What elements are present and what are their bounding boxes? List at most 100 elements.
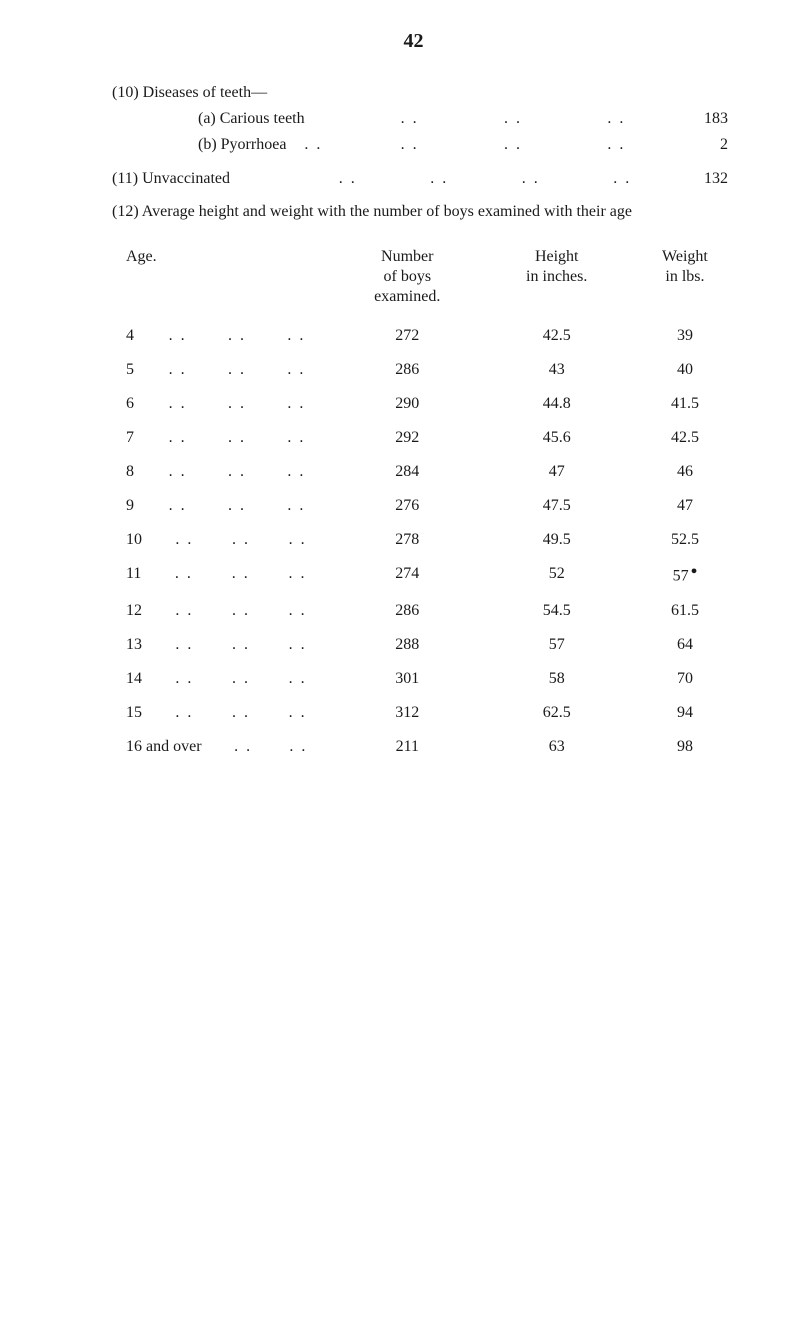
item-10b-label-text: (b) Pyorrhoea [198, 136, 286, 153]
leader-dots: . .. .. . [148, 497, 326, 515]
leader-dot-group: . . [169, 463, 187, 481]
leader-dot-group: . . [287, 395, 305, 413]
leader-dot-group: . . [228, 361, 246, 379]
item-10a-value: 183 [668, 107, 728, 131]
cell-height: 57 [485, 630, 629, 664]
cell-weight: 61.5 [629, 596, 741, 630]
cell-age-label: 6 [126, 395, 134, 413]
cell-age: 12 . . . . . . [86, 596, 330, 630]
leader-dot-group: . . [401, 107, 419, 131]
cell-number: 276 [330, 491, 485, 525]
leader-dots: . .. .. . [156, 670, 326, 688]
leader-dot-group: . . [234, 738, 252, 756]
leader-dot-group: . . [169, 361, 187, 379]
page-number: 42 [86, 30, 741, 53]
table-row: 16 and over. .. .2116398 [86, 732, 741, 766]
leader-dots: . .. . [216, 738, 326, 756]
cell-age-label: 5 [126, 361, 134, 379]
cell-age-label: 4 [126, 327, 134, 345]
item-11-label: (11) Unvaccinated [112, 167, 302, 191]
cell-height: 44.8 [485, 389, 629, 423]
cell-age-label: 13 [126, 636, 142, 654]
col-header-weight: Weightin lbs. [629, 241, 741, 321]
cell-number: 301 [330, 664, 485, 698]
leader-dot-group: . . [175, 602, 193, 620]
cell-weight: 42.5 [629, 423, 741, 457]
leader-dot-group: . . [232, 636, 250, 654]
cell-weight: 70 [629, 664, 741, 698]
cell-age-label: 9 [126, 497, 134, 515]
cell-weight: 94 [629, 698, 741, 732]
cell-weight: 64 [629, 630, 741, 664]
cell-weight-value: 42.5 [671, 429, 699, 446]
cell-age-label: 12 [126, 602, 142, 620]
item-10b-label: (b) Pyorrhoea . . [198, 133, 358, 157]
leader-dot-group: . . [287, 429, 305, 447]
table-row: 10. .. .. .27849.552.5 [86, 525, 741, 559]
leader-dot-group: . . [289, 531, 307, 549]
cell-weight: 57● [629, 559, 741, 595]
leader-dots: . . . . . . [156, 602, 326, 620]
leader-dot-group: . . [228, 327, 246, 345]
cell-age-label: 11 [126, 565, 141, 583]
cell-weight-value: 46 [677, 463, 693, 480]
table-row: 5. .. .. .2864340 [86, 355, 741, 389]
cell-number: 292 [330, 423, 485, 457]
col-header-number: Numberof boysexamined. [330, 241, 485, 321]
leader-dot-group: . . [232, 602, 250, 620]
item-11-block: (11) Unvaccinated . .. .. .. . 132 [86, 167, 741, 191]
leader-dot-group: . . [504, 107, 522, 131]
cell-weight: 39 [629, 321, 741, 355]
leader-dot-group: . . [169, 497, 187, 515]
table-header-row: Age. Numberof boysexamined. Heightin inc… [86, 241, 741, 321]
table-row: 12 . . . . . . 28654.561.5 [86, 596, 741, 630]
cell-number: 286 [330, 596, 485, 630]
item-11-row: (11) Unvaccinated . .. .. .. . 132 [86, 167, 741, 191]
leader-dot-group: . . [289, 602, 307, 620]
cell-age: 14 . .. .. . [86, 664, 330, 698]
table-row: 11. .. .. .2745257● [86, 559, 741, 595]
cell-height: 49.5 [485, 525, 629, 559]
leader-dots: . .. .. . [156, 704, 326, 722]
cell-age: 15. .. .. . [86, 698, 330, 732]
cell-weight-value: 39 [677, 327, 693, 344]
leader-dot-group: . . [228, 395, 246, 413]
leader-dots: . .. .. . [148, 429, 326, 447]
cell-age-label: 10 [126, 531, 142, 549]
cell-age-label: 16 and over [126, 738, 202, 756]
cell-age: 7. .. .. . [86, 423, 330, 457]
leader-dot-group: . . [228, 497, 246, 515]
leader-dot-group: . . [289, 636, 307, 654]
leader-dot-group: . . [504, 133, 522, 157]
leader-dots: . .. .. . [148, 327, 326, 345]
table-body: 4. .. .. .27242.5395. .. .. .28643406. .… [86, 321, 741, 765]
cell-age-label: 14 [126, 670, 142, 688]
item-10-label: (10) Diseases of teeth— [112, 81, 267, 105]
leader-dot-group: . . [232, 670, 250, 688]
cell-height: 47.5 [485, 491, 629, 525]
table-row: 7. .. .. .29245.6 42.5 [86, 423, 741, 457]
cell-age: 10 . .. .. . [86, 525, 330, 559]
cell-number: 272 [330, 321, 485, 355]
cell-weight-value: 52.5 [671, 531, 699, 548]
leader-dot-group: . . [228, 463, 246, 481]
table-head: Age. Numberof boysexamined. Heightin inc… [86, 241, 741, 321]
cell-age: 4 . .. .. . [86, 321, 330, 355]
leader-dot-group: . . [287, 463, 305, 481]
cell-age: 8. .. .. . [86, 457, 330, 491]
table-row: 8. .. .. .2844746 [86, 457, 741, 491]
cell-number: 290 [330, 389, 485, 423]
leader-dot-group: . . [175, 636, 193, 654]
item-10-block: (10) Diseases of teeth— (a) Carious teet… [86, 81, 741, 157]
leader-dot-group: . . [289, 565, 307, 583]
item-10b-row: (b) Pyorrhoea . . . .. .. . 2 [86, 133, 741, 157]
cell-weight-value: 64 [677, 636, 693, 653]
leader-dot-group: . . [175, 704, 193, 722]
leader-dots: . .. .. . [358, 133, 668, 157]
cell-number: 312 [330, 698, 485, 732]
cell-height: 45.6 [485, 423, 629, 457]
leader-dots: . .. .. . [156, 531, 326, 549]
cell-height: 52 [485, 559, 629, 595]
cell-height: 54.5 [485, 596, 629, 630]
leader-dot-group: . . [607, 133, 625, 157]
